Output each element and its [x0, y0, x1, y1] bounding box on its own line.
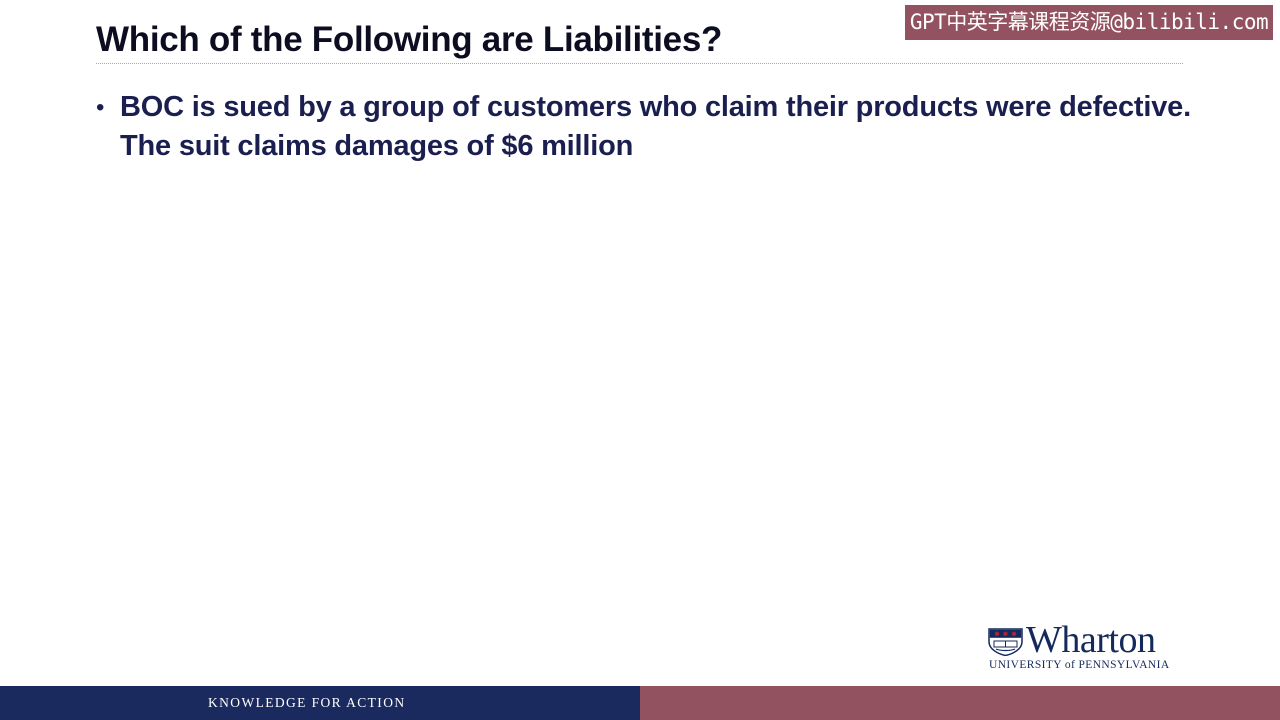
bullet-text: BOC is sued by a group of customers who …	[120, 91, 1191, 162]
watermark-banner: GPT中英字幕课程资源@bilibili.com	[905, 5, 1273, 40]
bullet-marker: •	[96, 94, 105, 121]
slide-title: Which of the Following are Liabilities?	[96, 20, 723, 59]
bullet-list: • BOC is sued by a group of customers wh…	[96, 88, 1196, 166]
footer-tagline: KNOWLEDGE FOR ACTION	[208, 695, 406, 710]
footer-bar-left: KNOWLEDGE FOR ACTION	[0, 686, 640, 720]
wharton-logo: Wharton UNIVERSITY of PENNSYLVANIA	[988, 620, 1193, 674]
logo-wordmark: Wharton	[1026, 619, 1156, 661]
footer-bar-right	[640, 686, 1280, 720]
penn-shield-icon	[988, 628, 1023, 656]
title-divider	[96, 63, 1183, 64]
logo-subtitle: UNIVERSITY of PENNSYLVANIA	[989, 659, 1170, 671]
bullet-item: • BOC is sued by a group of customers wh…	[96, 88, 1196, 166]
